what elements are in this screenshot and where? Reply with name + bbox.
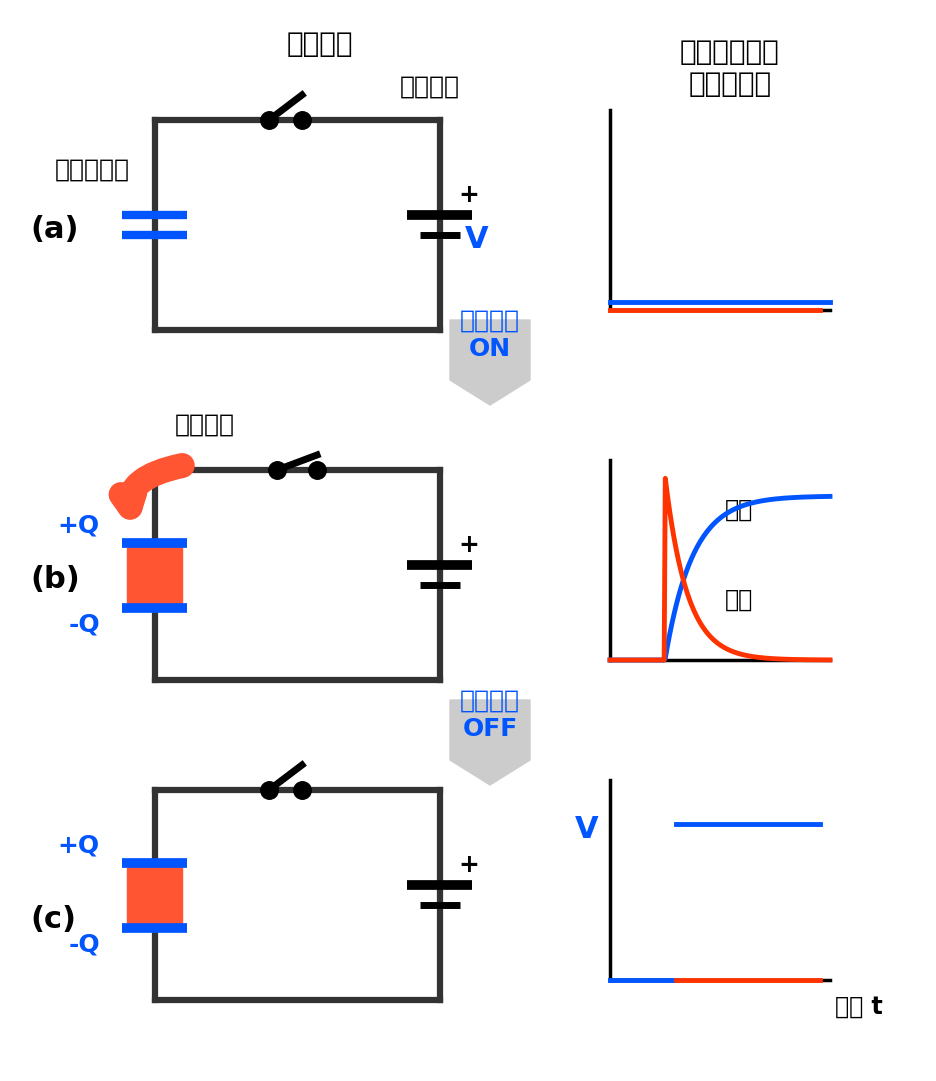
Text: +: +: [458, 853, 478, 877]
Text: 電圧: 電圧: [724, 498, 753, 522]
Text: スイッチ: スイッチ: [286, 30, 353, 58]
Text: -Q: -Q: [68, 613, 100, 637]
Text: +: +: [458, 183, 478, 206]
Text: コンデンサ: コンデンサ: [55, 158, 130, 182]
FancyArrowPatch shape: [121, 466, 183, 507]
Text: +Q: +Q: [58, 833, 100, 857]
Text: 直流電源: 直流電源: [400, 75, 460, 99]
Text: コンデンサの
電圧・電流: コンデンサの 電圧・電流: [680, 38, 779, 98]
Text: V: V: [464, 226, 488, 254]
Text: 電流: 電流: [724, 588, 753, 612]
Text: (c): (c): [30, 906, 76, 934]
Text: スイッチ
OFF: スイッチ OFF: [460, 689, 519, 740]
Text: +: +: [458, 533, 478, 557]
FancyArrow shape: [449, 320, 530, 405]
Text: 時間 t: 時間 t: [834, 995, 882, 1019]
Text: +Q: +Q: [58, 513, 100, 537]
Text: (b): (b): [30, 565, 80, 595]
Text: 直流電流: 直流電流: [175, 413, 235, 437]
Text: (a): (a): [30, 215, 79, 244]
FancyArrow shape: [449, 700, 530, 785]
Text: スイッチ
ON: スイッチ ON: [460, 309, 519, 361]
Polygon shape: [127, 543, 183, 608]
Polygon shape: [127, 863, 183, 927]
Text: -Q: -Q: [68, 933, 100, 957]
Text: V: V: [574, 815, 597, 844]
